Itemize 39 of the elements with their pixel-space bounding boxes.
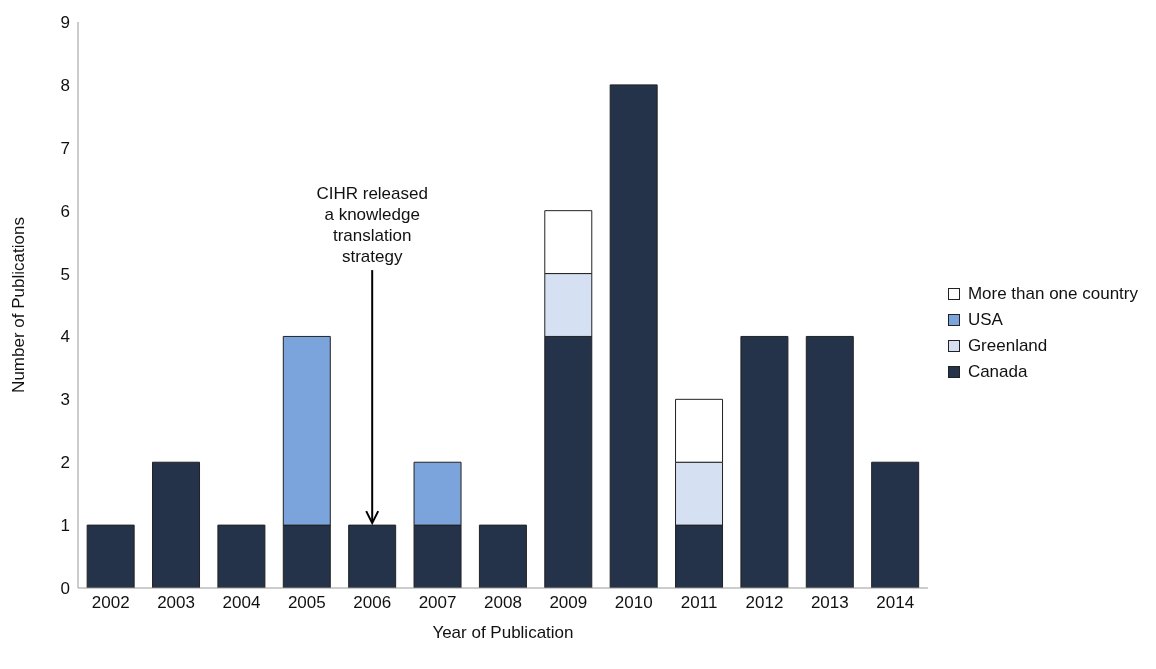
x-tick-label: 2014: [876, 593, 915, 613]
x-tick-label: 2006: [353, 593, 392, 613]
x-tick-label: 2011: [680, 593, 718, 613]
bar: [871, 461, 920, 588]
y-tick-label: 7: [60, 138, 70, 158]
legend-label: Canada: [967, 362, 1028, 382]
x-tick-label: 2008: [484, 593, 522, 613]
y-tick-label: 4: [60, 327, 70, 347]
x-tick-label: 2005: [287, 593, 326, 613]
x-tick-label: 2003: [157, 593, 195, 613]
y-tick-label: 3: [60, 390, 70, 410]
legend-label: Greenland: [967, 336, 1048, 356]
x-tick-label: 2002: [91, 593, 130, 613]
bar: [348, 524, 397, 588]
y-tick-label: 2: [60, 453, 70, 473]
x-axis-title: Year of Publication: [432, 623, 574, 642]
x-tick-label: 2012: [745, 593, 784, 613]
bar: [478, 524, 527, 588]
bar: [740, 335, 789, 588]
y-tick-label: 9: [60, 13, 70, 33]
x-tick-label: 2009: [549, 593, 588, 613]
y-tick-label: 6: [60, 201, 70, 221]
legend-label: USA: [967, 310, 1003, 330]
x-tick-label: 2013: [810, 593, 849, 613]
x-tick-label: 2007: [418, 593, 457, 613]
bar: [609, 84, 658, 588]
legend-label: More than one country: [967, 284, 1138, 304]
x-tick-label: 2010: [614, 593, 653, 613]
bar: [152, 461, 201, 588]
y-axis-title: Number of Publications: [9, 217, 29, 393]
x-tick-label: 2004: [222, 593, 261, 613]
bar: [86, 524, 135, 588]
bar: [217, 524, 266, 588]
y-tick-label: 1: [60, 516, 70, 536]
annotation: CIHR released a knowledge translation strategy: [316, 184, 428, 267]
y-tick-label: 5: [60, 264, 70, 284]
bar: [805, 335, 854, 588]
y-tick-label: 8: [60, 75, 70, 95]
y-tick-label: 0: [60, 579, 70, 599]
